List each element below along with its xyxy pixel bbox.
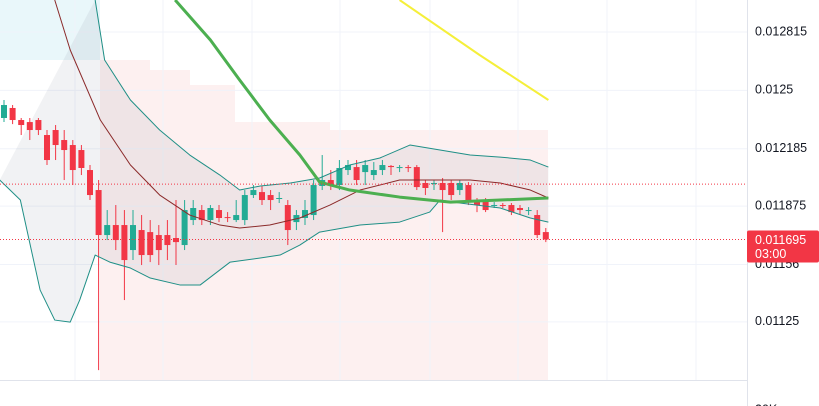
candle-body: [422, 182, 429, 188]
candle-body: [353, 167, 360, 181]
candle-body: [542, 232, 549, 240]
candle-body: [78, 150, 85, 168]
candle-body: [61, 140, 68, 151]
candle-body: [95, 190, 102, 236]
candle-body: [327, 180, 334, 186]
candle-body: [474, 200, 480, 206]
background: [0, 0, 748, 406]
candle-body: [155, 235, 162, 251]
candle-body: [362, 165, 369, 173]
candle-body: [190, 208, 197, 221]
candle-body: [482, 200, 489, 211]
candle-body: [35, 120, 42, 131]
y-tick-label: 0.012185: [755, 141, 807, 155]
candle-body: [250, 190, 257, 196]
candle-body: [379, 165, 386, 171]
candle-body: [69, 145, 76, 171]
candle-body: [44, 135, 50, 161]
candle-body: [396, 167, 403, 169]
candle-body: [284, 205, 291, 231]
last-price-label: 0.011695: [755, 233, 806, 247]
candle-body: [164, 235, 171, 246]
candle-body: [224, 217, 231, 219]
candle-body: [9, 107, 16, 121]
candle-body: [104, 225, 111, 236]
candle-body: [1, 105, 7, 118]
candle-body: [233, 215, 240, 221]
candle-body: [534, 215, 541, 236]
candle-body: [448, 182, 455, 196]
candle-body: [130, 225, 136, 251]
v-grid: [74, 0, 697, 380]
candle-body: [345, 165, 351, 171]
candle-body: [181, 210, 188, 246]
candle-body: [207, 208, 214, 221]
range-tint: [100, 60, 548, 380]
candle-body: [267, 195, 274, 201]
plot: [0, 0, 747, 371]
candle-body: [18, 120, 25, 126]
candle-body: [87, 170, 93, 196]
candle-body: [456, 182, 463, 191]
candle-body: [525, 210, 532, 212]
candle-body: [388, 165, 394, 168]
band-fill: [0, 0, 549, 323]
candle-body: [216, 210, 222, 219]
candle-body: [508, 205, 515, 213]
candle-body: [241, 195, 248, 221]
last-price-tag: [747, 230, 819, 263]
candle-body: [370, 170, 377, 176]
candle-body: [302, 210, 308, 219]
candle-body: [517, 208, 523, 211]
candle-body: [173, 238, 179, 243]
indicator-line: [54, 0, 549, 229]
y-tick-label: 0.0125: [755, 83, 793, 97]
candle-body: [147, 232, 154, 256]
candle-body: [413, 167, 420, 188]
candle-body: [405, 167, 412, 169]
candle-body: [336, 167, 343, 186]
last-price-time: 03:00: [755, 247, 786, 261]
y-tick-label: 0.012815: [755, 24, 807, 38]
candle-body: [52, 130, 59, 146]
candle-body: [439, 182, 446, 191]
price-axis: 0.0128150.01250.0121850.0118750.011560.0…: [747, 24, 819, 406]
y-tick-label: 0.01125: [755, 314, 799, 328]
candle-body: [26, 122, 33, 131]
candle-body: [138, 230, 145, 256]
indicator-line: [399, 0, 549, 101]
candle-body: [259, 192, 265, 201]
y-tick-label: 0.011875: [755, 198, 806, 212]
candle-body: [276, 197, 283, 199]
candle-body: [198, 210, 205, 221]
candle-body: [112, 225, 119, 241]
indicator-line: [94, 0, 549, 191]
candle-body: [431, 182, 437, 185]
candle-body: [121, 225, 128, 261]
candle-body: [310, 185, 317, 216]
candle-body: [465, 185, 472, 201]
indicator-line: [174, 0, 549, 204]
volume-axis-label: 20K: [755, 402, 778, 406]
candle-body: [499, 205, 506, 207]
candle-body: [491, 205, 498, 207]
